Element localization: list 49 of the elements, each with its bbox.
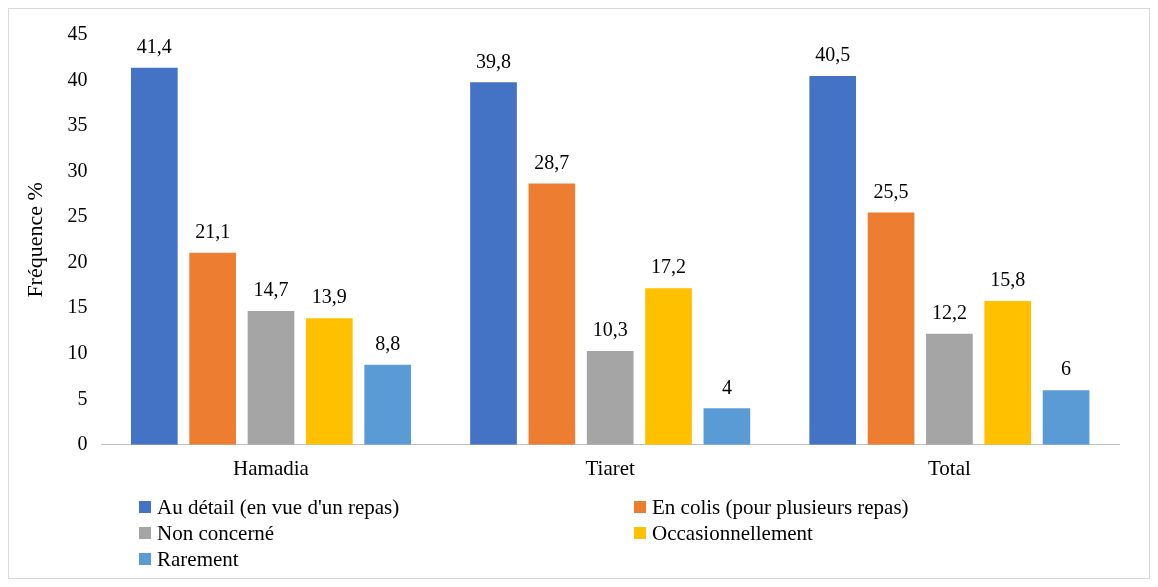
x-tick-label: Tiaret [585,455,636,480]
data-label: 4 [721,375,732,398]
data-label: 39,8 [476,49,512,72]
bar [809,75,857,445]
data-label: 13,9 [311,285,347,308]
bar [247,310,295,445]
y-tick-label: 20 [67,249,88,272]
bar [1042,390,1090,445]
bar [645,288,692,445]
y-tick-label: 40 [67,67,88,90]
data-label: 8,8 [375,331,401,354]
y-axis-title: Fréquence % [21,182,47,298]
data-label: 25,5 [873,179,909,202]
data-label: 17,2 [651,255,687,278]
x-tick-label: Hamadia [233,455,310,480]
data-label: 14,7 [253,278,289,301]
bar [130,67,178,445]
bar [470,82,517,445]
legend-label: Au détail (en vue d'un repas) [157,494,400,520]
data-label: 21,1 [195,219,231,242]
bar [586,351,634,445]
legend-label: Occasionnellement [652,520,813,546]
data-label: 10,3 [592,318,628,341]
data-label: 12,2 [931,300,967,323]
bar [926,333,973,445]
bar [364,364,412,445]
bar [984,300,1032,445]
data-label: 40,5 [815,43,851,66]
y-tick-label: 35 [67,113,88,136]
y-tick-label: 10 [67,340,88,363]
y-tick-label: 15 [67,295,88,318]
data-label: 15,8 [990,268,1026,291]
x-tick-label: Total [927,455,971,480]
legend-label: En colis (pour plusieurs repas) [652,494,909,520]
bar [528,183,576,445]
y-tick-label: 5 [77,386,88,409]
data-label: 28,7 [534,150,570,173]
data-label: 6 [1061,357,1072,380]
bar [306,318,353,445]
bar [867,212,915,445]
legend-label: Rarement [157,546,239,572]
bar [189,252,236,445]
legend-label: Non concerné [157,520,275,546]
y-tick-label: 30 [67,158,88,181]
y-tick-label: 45 [67,22,88,45]
y-tick-label: 0 [77,432,88,455]
data-label: 41,4 [136,35,172,58]
y-tick-label: 25 [67,204,88,227]
bar [703,408,751,445]
